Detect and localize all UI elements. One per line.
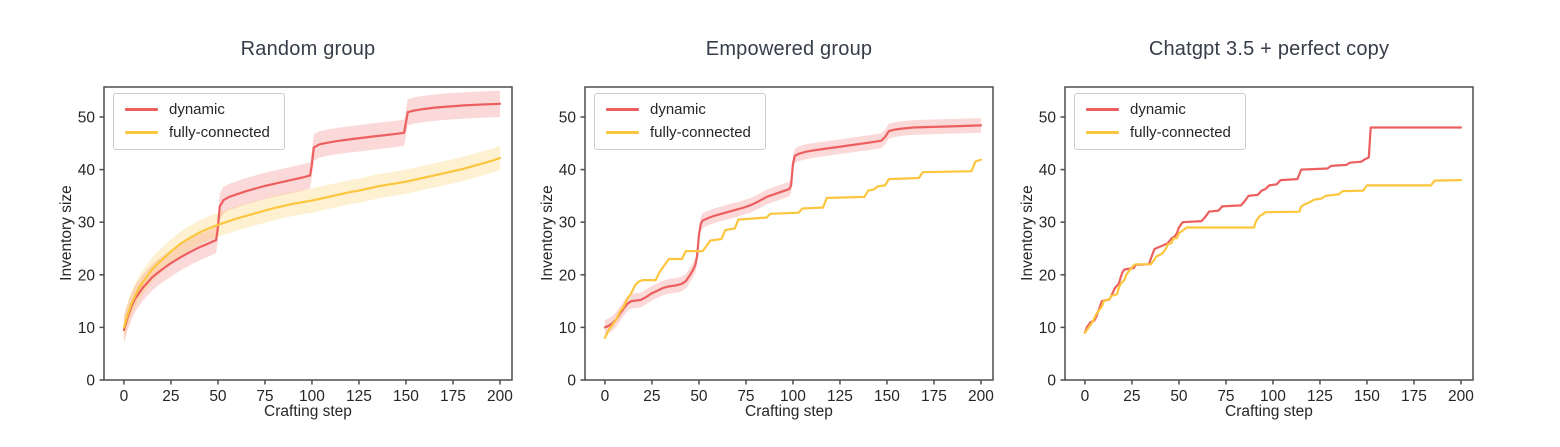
y-tick-label: 10	[559, 320, 577, 337]
y-tick-label: 30	[78, 215, 96, 232]
legend: dynamic fully-connected	[1074, 93, 1246, 150]
x-tick-label: 175	[921, 388, 947, 405]
y-tick-label: 10	[1039, 320, 1057, 337]
legend-swatch-fully-connected	[125, 131, 158, 134]
legend-item-fully-connected: fully-connected	[1086, 125, 1231, 140]
series-band-dynamic	[604, 118, 981, 335]
x-tick-label: 25	[1123, 388, 1140, 405]
legend-label-dynamic: dynamic	[650, 101, 706, 118]
legend-label-dynamic: dynamic	[169, 101, 225, 118]
x-tick-label: 150	[874, 388, 900, 405]
chart-random-group: 0 25 50 75 100 125 150 175 200 0 10 20 30 40 50 Random…	[39, 0, 559, 447]
legend-item-fully-connected: fully-connected	[606, 125, 751, 140]
legend-swatch-fully-connected	[1086, 131, 1119, 134]
series-band-dynamic	[123, 90, 501, 344]
x-tick-label: 100	[1260, 388, 1286, 405]
x-tick-label: 0	[1081, 388, 1090, 405]
x-tick-label: 75	[737, 388, 754, 405]
x-tick-label: 150	[393, 388, 419, 405]
x-axis-label: Crafting step	[1225, 403, 1313, 420]
series-band-fully-connected	[123, 145, 501, 340]
x-tick-label: 25	[162, 388, 179, 405]
y-tick-label: 50	[1039, 109, 1057, 126]
x-axis-label: Crafting step	[745, 403, 833, 420]
y-tick-label: 50	[78, 109, 96, 126]
x-tick-label: 200	[487, 388, 513, 405]
series-line-fully-connected	[603, 158, 983, 339]
plot-svg: 0 25 50 75 100 125 150 175 200 0 10 20 30 40 50	[78, 86, 513, 405]
x-tick-label: 175	[1401, 388, 1427, 405]
legend-item-dynamic: dynamic	[1086, 102, 1231, 117]
chart-empowered-group: 0 25 50 75 100 125 150 175 200 0 10 20 30 40 50 Empowe…	[520, 0, 1040, 447]
x-tick-label: 100	[299, 388, 325, 405]
series-line-dynamic	[603, 124, 983, 329]
y-tick-label: 20	[559, 267, 577, 284]
legend-item-fully-connected: fully-connected	[125, 125, 270, 140]
x-tick-label: 50	[209, 388, 227, 405]
x-tick-label: 0	[601, 388, 610, 405]
y-tick-label: 40	[559, 162, 577, 179]
x-tick-label: 125	[346, 388, 372, 405]
x-tick-label: 200	[1448, 388, 1474, 405]
y-tick-label: 0	[1047, 373, 1056, 390]
x-tick-label: 125	[1307, 388, 1333, 405]
y-axis-label: Inventory size	[539, 185, 556, 281]
y-tick-label: 30	[1039, 215, 1057, 232]
legend-item-dynamic: dynamic	[125, 102, 270, 117]
y-axis-label: Inventory size	[58, 185, 75, 281]
y-tick-label: 40	[1039, 162, 1057, 179]
x-tick-label: 175	[440, 388, 466, 405]
chart-title: Random group	[240, 38, 376, 60]
x-tick-label: 50	[690, 388, 708, 405]
series-line-fully-connected	[1083, 179, 1463, 334]
x-tick-label: 75	[256, 388, 273, 405]
x-tick-label: 100	[780, 388, 806, 405]
x-tick-label: 200	[968, 388, 994, 405]
x-tick-label: 150	[1354, 388, 1380, 405]
legend-label-fully-connected: fully-connected	[1130, 124, 1231, 141]
legend: dynamic fully-connected	[594, 93, 766, 150]
y-tick-label: 0	[567, 373, 576, 390]
chart-title: Empowered group	[705, 38, 873, 60]
plot-border	[1064, 86, 1474, 381]
plot-svg: 0 25 50 75 100 125 150 175 200 0 10 20 30 40 50	[559, 86, 994, 405]
y-tick-label: 0	[86, 373, 95, 390]
y-tick-label: 50	[559, 109, 577, 126]
plot-border	[584, 86, 994, 381]
chart-chatgpt-perfect-copy: 0 25 50 75 100 125 150 175 200 0 10 20 30 40 50 Chatgp…	[1000, 0, 1520, 447]
legend: dynamic fully-connected	[113, 93, 285, 150]
series-line-fully-connected	[122, 156, 502, 329]
legend-label-fully-connected: fully-connected	[169, 124, 270, 141]
legend-swatch-dynamic	[125, 108, 158, 111]
series-line-dynamic	[122, 102, 502, 332]
y-tick-label: 20	[1039, 267, 1057, 284]
x-tick-label: 0	[120, 388, 129, 405]
legend-label-fully-connected: fully-connected	[650, 124, 751, 141]
y-axis-label: Inventory size	[1019, 185, 1036, 281]
y-tick-label: 40	[78, 162, 96, 179]
legend-item-dynamic: dynamic	[606, 102, 751, 117]
y-tick-label: 30	[559, 215, 577, 232]
x-axis-label: Crafting step	[264, 403, 352, 420]
y-tick-label: 20	[78, 267, 96, 284]
series-line-dynamic	[1083, 126, 1463, 334]
legend-swatch-fully-connected	[606, 131, 639, 134]
x-tick-label: 75	[1217, 388, 1234, 405]
x-tick-label: 25	[643, 388, 660, 405]
legend-swatch-dynamic	[606, 108, 639, 111]
chart-title: Chatgpt 3.5 + perfect copy	[1148, 38, 1390, 60]
y-tick-label: 10	[78, 320, 96, 337]
plot-border	[103, 86, 513, 381]
x-tick-label: 125	[827, 388, 853, 405]
x-tick-label: 50	[1170, 388, 1188, 405]
legend-label-dynamic: dynamic	[1130, 101, 1186, 118]
legend-swatch-dynamic	[1086, 108, 1119, 111]
plot-svg: 0 25 50 75 100 125 150 175 200 0 10 20 30 40 50	[1039, 86, 1474, 405]
